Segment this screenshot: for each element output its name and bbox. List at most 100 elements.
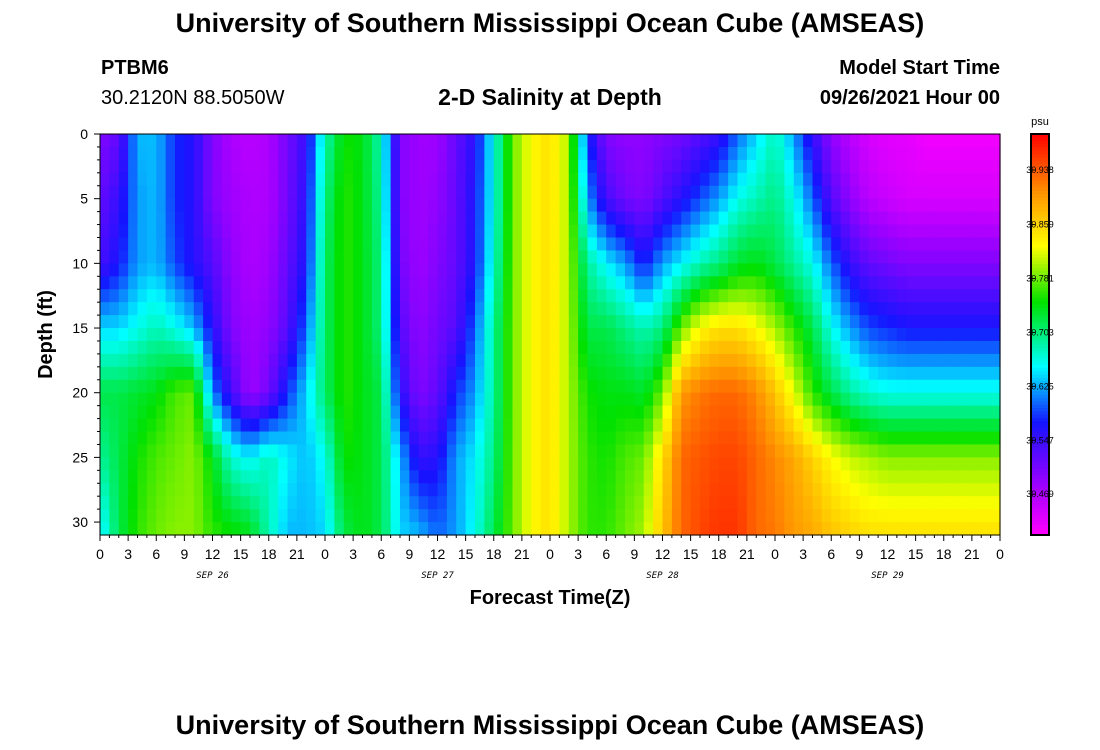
heatmap-cell — [118, 237, 129, 252]
heatmap-cell — [437, 418, 448, 433]
heatmap-cell — [165, 185, 176, 200]
heatmap-cell — [953, 159, 964, 174]
heatmap-cell — [512, 315, 523, 329]
heatmap-cell — [296, 496, 307, 510]
heatmap-cell — [203, 522, 214, 536]
x-tick-label: 9 — [180, 546, 188, 562]
heatmap-cell — [690, 483, 701, 497]
heatmap-cell — [728, 276, 739, 290]
heatmap-cell — [728, 315, 739, 329]
heatmap-cell — [221, 522, 232, 536]
heatmap-cell — [878, 418, 889, 433]
colorbar-band — [1031, 167, 1049, 172]
heatmap-cell — [512, 470, 523, 484]
heatmap-cell — [896, 483, 907, 497]
heatmap-cell — [990, 302, 1001, 316]
heatmap-cell — [934, 315, 945, 329]
heatmap-cell — [521, 405, 532, 420]
heatmap-cell — [775, 470, 785, 484]
heatmap-cell — [296, 302, 307, 316]
heatmap-cell — [559, 134, 570, 148]
heatmap-cell — [184, 211, 195, 226]
heatmap-cell — [278, 340, 289, 355]
heatmap-cell — [184, 224, 195, 239]
heatmap-cell — [400, 134, 410, 148]
heatmap-cell — [709, 185, 720, 200]
heatmap-cell — [287, 315, 298, 329]
heatmap-cell — [306, 353, 317, 368]
heatmap-cell — [746, 444, 757, 458]
heatmap-cell — [118, 211, 129, 226]
heatmap-cell — [681, 496, 692, 510]
heatmap-cell — [803, 263, 814, 277]
heatmap-cell — [896, 366, 907, 381]
heatmap-cell — [353, 522, 364, 536]
heatmap-cell — [353, 470, 364, 484]
heatmap-cell — [465, 159, 476, 174]
heatmap-cell — [840, 276, 851, 290]
heatmap-cell — [859, 353, 870, 368]
heatmap-cell — [287, 483, 298, 497]
x-tick-label: 21 — [289, 546, 305, 562]
heatmap-cell — [362, 366, 373, 381]
heatmap-cell — [718, 328, 729, 342]
heatmap-cell — [231, 172, 242, 187]
heatmap-cell — [465, 509, 476, 523]
heatmap-cell — [268, 224, 279, 239]
heatmap-cell — [512, 211, 523, 226]
heatmap-cell — [362, 185, 373, 200]
x-tick-label: 3 — [799, 546, 807, 562]
heatmap-cell — [128, 340, 139, 355]
heatmap-cell — [662, 457, 673, 471]
heatmap-cell — [728, 224, 739, 239]
heatmap-cell — [925, 379, 935, 394]
heatmap-cell — [400, 457, 410, 471]
heatmap-cell — [606, 315, 617, 329]
heatmap-cell — [325, 289, 335, 303]
heatmap-cell — [109, 392, 120, 407]
heatmap-cell — [915, 340, 926, 355]
heatmap-cell — [250, 366, 260, 381]
heatmap-cell — [812, 366, 823, 381]
heatmap-cell — [943, 289, 954, 303]
heatmap-cell — [728, 353, 739, 368]
heatmap-cell — [334, 509, 345, 523]
heatmap-cell — [418, 457, 429, 471]
heatmap-cell — [793, 185, 804, 200]
heatmap-cell — [409, 431, 420, 446]
heatmap-cell — [821, 522, 832, 536]
heatmap-cell — [728, 483, 739, 497]
heatmap-cell — [934, 302, 945, 316]
heatmap-cell — [812, 379, 823, 394]
heatmap-cell — [278, 315, 289, 329]
heatmap-cell — [606, 340, 617, 355]
heatmap-cell — [981, 509, 992, 523]
heatmap-cell — [587, 289, 598, 303]
heatmap-cell — [503, 159, 514, 174]
heatmap-cell — [315, 237, 326, 252]
heatmap-cell — [578, 470, 589, 484]
heatmap-cell — [137, 353, 148, 368]
heatmap-cell — [240, 509, 251, 523]
heatmap-cell — [456, 172, 467, 187]
heatmap-cell — [765, 237, 776, 252]
heatmap-cell — [381, 353, 392, 368]
heatmap-cell — [118, 353, 129, 368]
heatmap-cell — [137, 237, 148, 252]
heatmap-cell — [418, 289, 429, 303]
heatmap-cell — [981, 211, 992, 226]
heatmap-cell — [540, 496, 551, 510]
heatmap-cell — [465, 224, 476, 239]
heatmap-cell — [737, 340, 748, 355]
heatmap-cell — [390, 159, 401, 174]
heatmap-cell — [475, 366, 485, 381]
heatmap-cell — [493, 522, 504, 536]
heatmap-cell — [475, 379, 485, 394]
heatmap-cell — [512, 366, 523, 381]
heatmap-cell — [568, 483, 579, 497]
heatmap-cell — [831, 237, 842, 252]
heatmap-cell — [240, 392, 251, 407]
heatmap-cell — [175, 289, 185, 303]
heatmap-cell — [756, 172, 767, 187]
colorbar-band — [1031, 331, 1049, 336]
